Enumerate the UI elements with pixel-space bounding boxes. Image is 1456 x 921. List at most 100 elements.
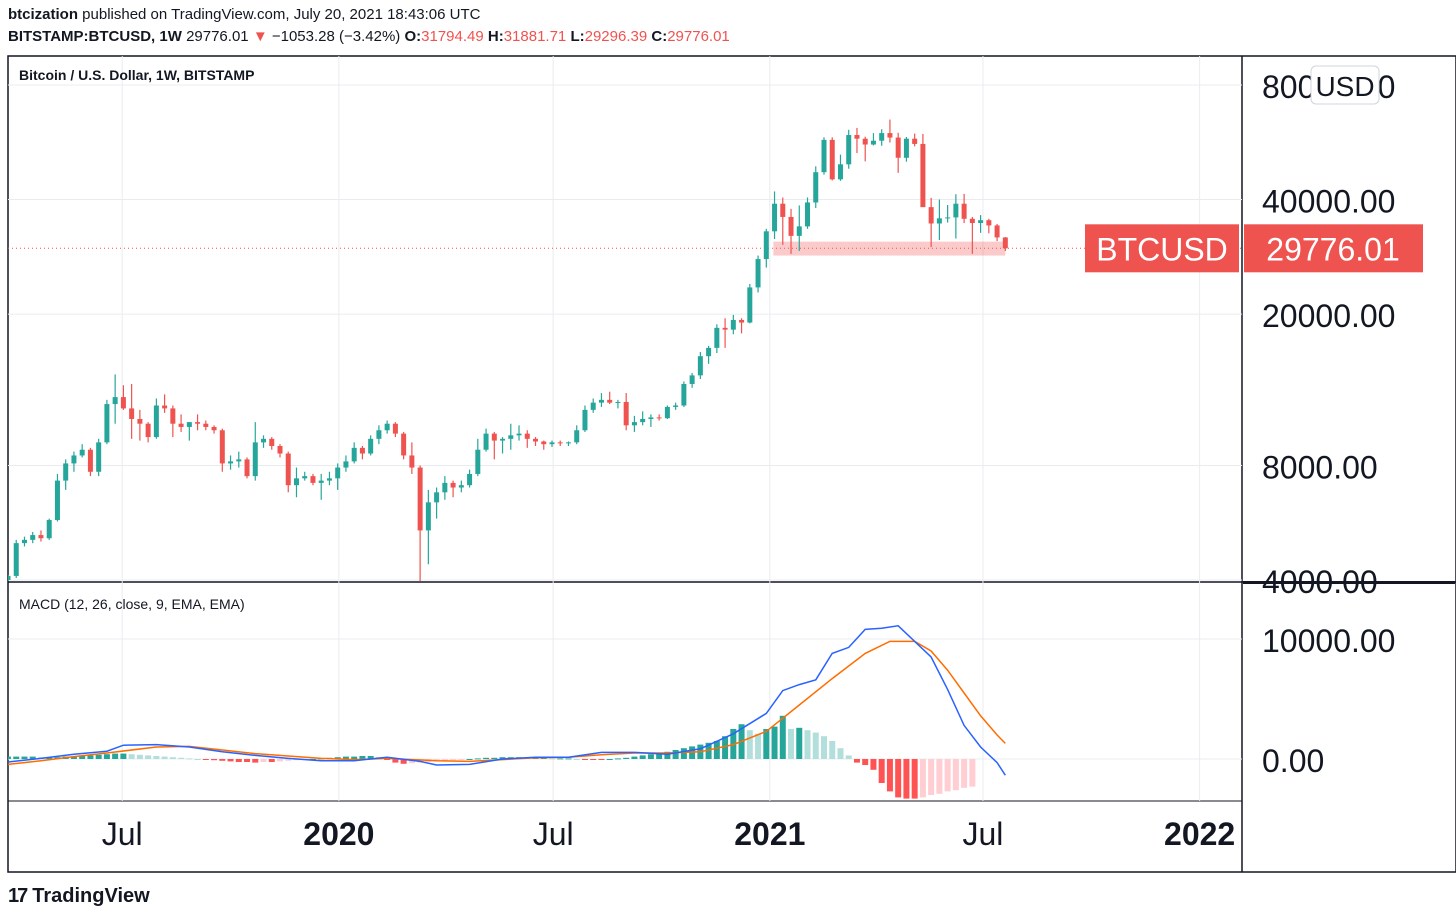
signal-line: [8, 640, 1006, 766]
candle-body: [516, 433, 522, 436]
candle-body: [203, 423, 209, 427]
candle-body: [862, 138, 868, 145]
candle-body: [79, 449, 85, 456]
candle-body: [969, 218, 975, 224]
histogram-bar: [788, 729, 795, 759]
candle-body: [664, 406, 670, 419]
candle-body: [293, 478, 299, 486]
candle-body: [8, 575, 11, 580]
histogram-bar: [285, 759, 292, 761]
x-tick-label: Jul: [963, 816, 1004, 852]
candle-body: [129, 408, 135, 419]
candle-body: [994, 225, 1000, 238]
candle-body: [368, 438, 374, 454]
histogram-bar: [400, 759, 407, 764]
candle-body: [615, 401, 621, 403]
candle-body: [153, 405, 159, 438]
candle-body: [714, 327, 720, 348]
candle-body: [244, 459, 250, 477]
histogram-bar: [466, 759, 473, 760]
x-tick-label: 2021: [734, 816, 805, 852]
candle-body: [598, 399, 604, 403]
candle-body: [252, 442, 258, 477]
histogram-bar: [87, 755, 94, 759]
candle-body: [846, 135, 852, 165]
last-price-badge: [1244, 224, 1423, 273]
tradingview-footer[interactable]: 17 TradingView: [8, 885, 150, 908]
histogram-bar: [705, 742, 712, 759]
high-value: 31881.71: [503, 28, 567, 45]
candle-body: [689, 375, 695, 384]
histogram-bar: [128, 754, 135, 759]
histogram-bar: [186, 758, 193, 760]
open-value: 31794.49: [421, 28, 484, 45]
histogram-bar: [145, 755, 152, 759]
candle-body: [895, 137, 901, 158]
candle-body: [30, 535, 36, 540]
candle-body: [467, 473, 473, 486]
publish-info: btcization published on TradingView.com,…: [8, 6, 480, 23]
candle-body: [788, 216, 794, 236]
histogram-bar: [483, 757, 490, 759]
histogram-bar: [919, 759, 926, 798]
last-price-badge-label: 29776.01: [1266, 231, 1399, 267]
histogram-bar: [70, 756, 77, 759]
candle-body: [351, 447, 357, 462]
candle-body: [434, 492, 440, 503]
histogram-bar: [219, 759, 226, 761]
histogram-bar: [722, 736, 729, 759]
histogram-bar: [95, 754, 102, 759]
candle-body: [335, 467, 341, 479]
candle-body: [697, 356, 703, 376]
histogram-bar: [845, 755, 852, 759]
histogram-bar: [928, 759, 935, 795]
price-change: −1053.28 (−3.42%): [271, 28, 401, 45]
histogram-bar: [252, 759, 259, 763]
axis-divider: [1243, 581, 1455, 584]
histogram-bar: [944, 759, 951, 792]
candle-body: [590, 402, 596, 410]
candle-body: [887, 133, 893, 138]
macd-tick-label: 0.00: [1262, 743, 1324, 779]
low-value: 29296.39: [584, 28, 648, 45]
histogram-bar: [829, 741, 836, 759]
candle-body: [903, 138, 909, 158]
chart-area[interactable]: Jul 2020 Jul 2021 Jul 20224000.008000.0020000…: [0, 0, 1456, 880]
candle-body: [38, 535, 44, 539]
histogram-bar: [441, 759, 448, 761]
histogram-bar: [342, 756, 349, 759]
open-label: O:: [404, 28, 422, 45]
close-value: 29776.01: [667, 28, 730, 45]
candle-body: [104, 404, 110, 443]
macd-tick-label: 10000.00: [1262, 623, 1395, 659]
histogram-bar: [796, 727, 803, 759]
candle-body: [137, 418, 143, 424]
candle-body: [854, 135, 860, 139]
histogram-bar: [647, 754, 654, 759]
histogram-bar: [870, 759, 877, 770]
candle-body: [986, 220, 992, 226]
main-pane: [8, 119, 1242, 581]
histogram-bar: [227, 759, 234, 762]
histogram-bar: [755, 733, 762, 759]
candle-body: [21, 539, 27, 544]
candle-body: [162, 405, 168, 409]
histogram-bar: [936, 759, 943, 794]
author-name[interactable]: btcization: [8, 6, 78, 23]
histogram-bar: [458, 759, 465, 760]
histogram-bar: [713, 741, 720, 759]
candle-body: [228, 461, 234, 464]
candle-body: [186, 422, 192, 427]
x-tick-label: 2022: [1164, 816, 1235, 852]
histogram-bar: [194, 759, 201, 760]
candle-body: [219, 430, 225, 464]
histogram-bar: [779, 715, 786, 759]
candle-body: [211, 426, 217, 431]
candle-body: [920, 143, 926, 208]
candle-body: [912, 138, 918, 144]
histogram-bar: [384, 759, 391, 760]
y-tick-label: 40000.00: [1262, 184, 1395, 220]
histogram-bar: [969, 759, 976, 787]
histogram-bar: [153, 756, 160, 759]
histogram-bar: [606, 759, 613, 760]
